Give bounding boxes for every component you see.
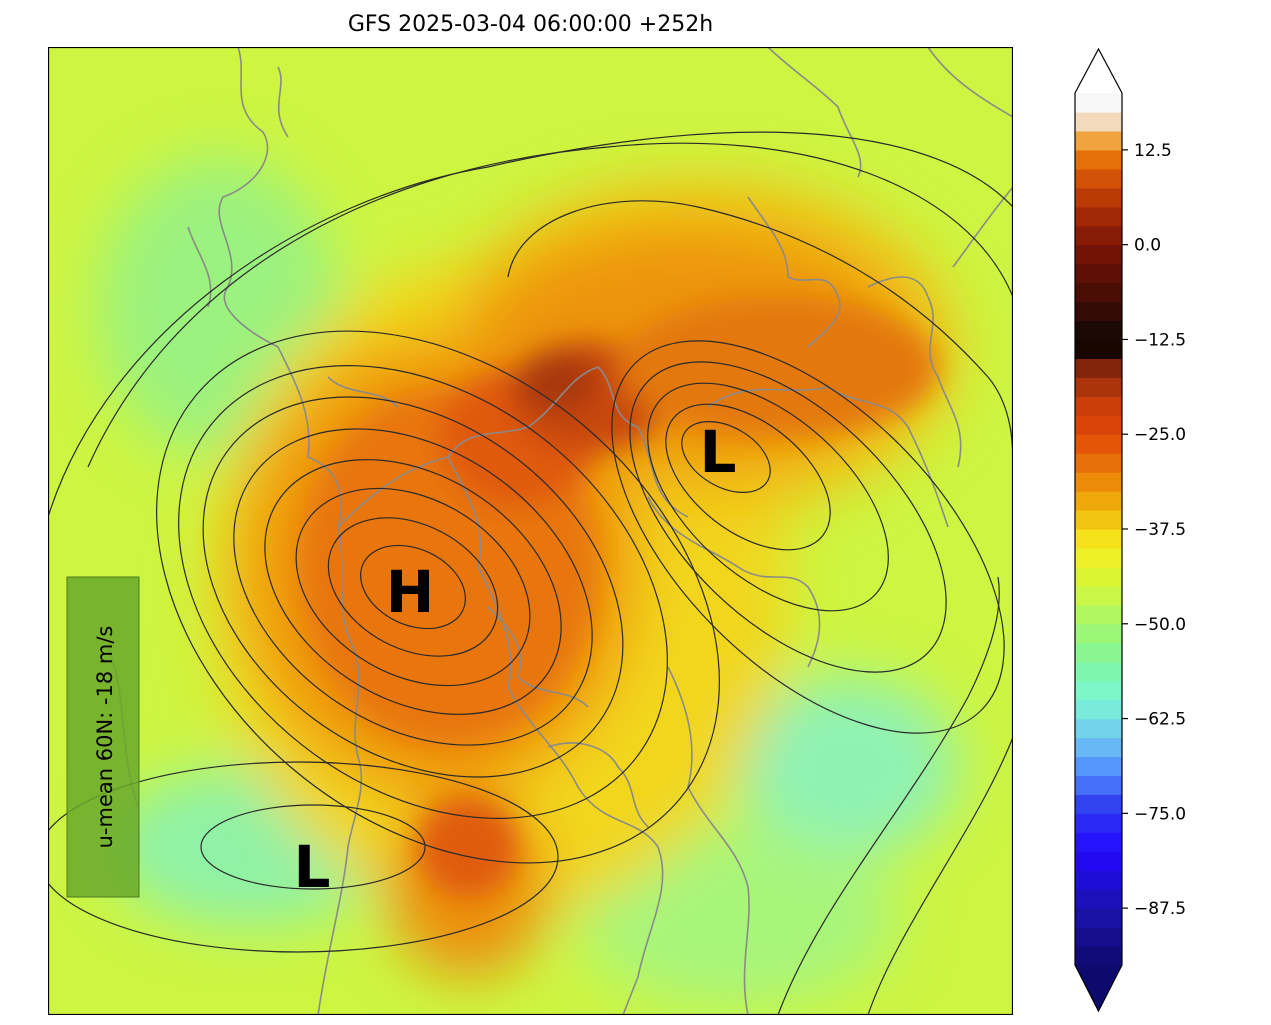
colorbar-tick-label: −37.5 <box>1134 520 1186 540</box>
colorbar-segment <box>1075 680 1122 701</box>
colorbar-segment <box>1075 93 1122 113</box>
colorbar-segment <box>1075 889 1122 909</box>
colorbar-segment <box>1075 453 1122 473</box>
colorbar-segment <box>1075 415 1122 435</box>
colorbar-segment <box>1075 927 1122 947</box>
low-pressure-label: L <box>700 418 737 486</box>
map-title: GFS 2025-03-04 06:00:00 +252h <box>347 12 714 37</box>
colorbar-segment <box>1075 775 1122 795</box>
temperature-core <box>298 297 938 897</box>
colorbar-segment <box>1075 510 1122 530</box>
colorbar-segment <box>1075 396 1122 416</box>
colorbar: 12.5 0.0 −12.5 −25.0 −37.5 −50.0 −62.5 −75.0 −87… <box>1074 47 1186 1013</box>
colorbar-segment <box>1075 718 1122 739</box>
colorbar-segment <box>1075 491 1122 511</box>
colorbar-tick-label: −75.0 <box>1134 804 1186 824</box>
colorbar-segment <box>1075 301 1122 322</box>
colorbar-segment <box>1075 756 1122 777</box>
colorbar-segment <box>1075 661 1122 682</box>
colorbar-tick-label: −25.0 <box>1134 425 1186 445</box>
colorbar-segment <box>1075 908 1122 928</box>
colorbar-segment <box>1075 358 1122 378</box>
colorbar-segment <box>1075 946 1122 966</box>
colorbar-ticks: 12.5 0.0 −12.5 −25.0 −37.5 −50.0 −62.5 −75.0 −87… <box>1122 141 1186 919</box>
colorbar-tick-label: −12.5 <box>1134 330 1186 350</box>
colorbar-extend-min <box>1075 965 1122 1011</box>
colorbar-segment <box>1075 339 1122 359</box>
low-pressure-label: L <box>294 833 331 901</box>
umean-box-background <box>66 576 140 898</box>
colorbar-segment <box>1075 794 1122 814</box>
colorbar-segment <box>1075 832 1122 852</box>
colorbar-segment <box>1075 187 1122 208</box>
colorbar-segment <box>1075 130 1122 151</box>
map-frame <box>48 47 1013 1015</box>
colorbar-tick-label: −87.5 <box>1134 899 1186 919</box>
colorbar-segment <box>1075 263 1122 284</box>
colorbar-tick-label: 0.0 <box>1134 236 1161 256</box>
colorbar-segment <box>1075 282 1122 303</box>
colorbar-segment <box>1075 168 1122 189</box>
colorbar-segment <box>1075 566 1122 587</box>
colorbar-segment <box>1075 225 1122 246</box>
coastlines <box>107 47 1013 1015</box>
colorbar-tick-label: −50.0 <box>1134 615 1186 635</box>
umean-box: u-mean 60N: -18 m/s <box>66 576 140 898</box>
colorbar-tick-label: −62.5 <box>1134 710 1186 730</box>
colorbar-segment <box>1075 737 1122 758</box>
colorbar-segment <box>1075 244 1122 265</box>
colorbar-segment <box>1075 870 1122 890</box>
contours <box>48 131 1013 1015</box>
colorbar-segment <box>1075 642 1122 663</box>
colorbar-segment <box>1075 585 1122 606</box>
colorbar-tick-label: 12.5 <box>1134 141 1172 161</box>
colorbar-segment <box>1075 111 1122 132</box>
colorbar-segment <box>1075 434 1122 454</box>
colorbar-segment <box>1075 604 1122 625</box>
colorbar-segment <box>1075 623 1122 644</box>
colorbar-segment <box>1075 813 1122 833</box>
colorbar-segment <box>1075 149 1122 170</box>
colorbar-segments <box>1075 49 1122 1011</box>
colorbar-segment <box>1075 699 1122 720</box>
forecast-map: H L L u-mean 60N: -18 m/s <box>48 47 1013 1015</box>
colorbar-segment <box>1075 472 1122 492</box>
colorbar-segment <box>1075 377 1122 397</box>
colorbar-segment <box>1075 320 1122 341</box>
high-pressure-label: H <box>386 558 435 626</box>
colorbar-segment <box>1075 547 1122 568</box>
pressure-labels: H L L <box>294 418 737 901</box>
colorbar-extend-max <box>1075 49 1122 93</box>
umean-label: u-mean 60N: -18 m/s <box>93 626 117 849</box>
colorbar-segment <box>1075 529 1122 549</box>
colorbar-outline <box>1074 47 1123 1013</box>
colorbar-segment <box>1075 206 1122 227</box>
colorbar-segment <box>1075 851 1122 871</box>
